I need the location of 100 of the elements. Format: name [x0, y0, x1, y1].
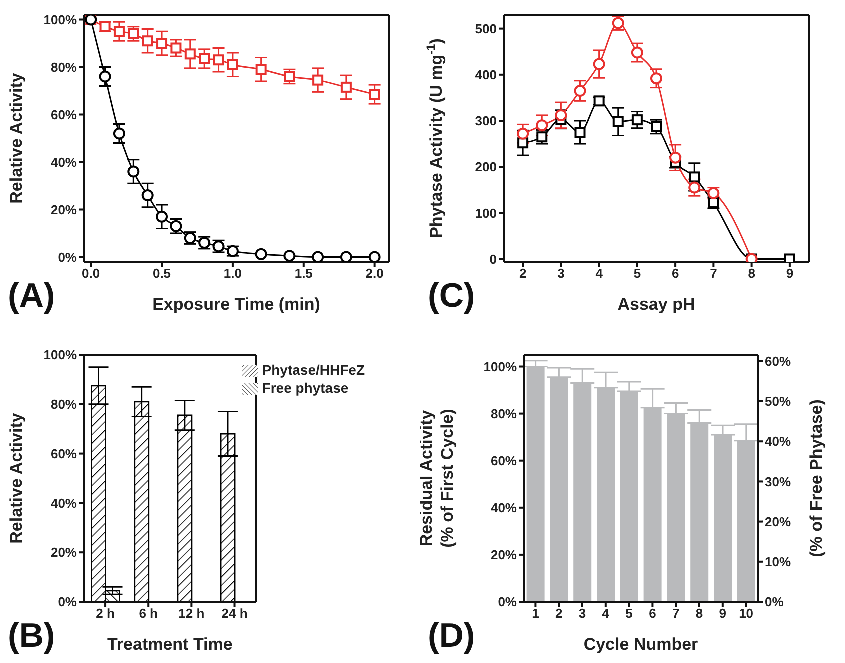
y-tick-label: 20% — [50, 202, 78, 218]
legend-label: Free phytase — [262, 380, 349, 396]
y-tick-label: 0% — [58, 594, 78, 610]
x-axis-title: Treatment Time — [107, 635, 233, 654]
y-axis-title: Residual Activity (% of First Cycle) — [417, 409, 457, 548]
point — [689, 172, 700, 183]
y-tick-label: 80% — [50, 397, 78, 412]
point — [650, 72, 662, 85]
point — [256, 64, 267, 76]
text: (D) — [428, 617, 476, 656]
x-tick-label: 1.5 — [294, 266, 313, 282]
x-tick-label: 9 — [719, 606, 727, 622]
x-tick-label: 6 — [672, 266, 680, 282]
x-tick-label: 0.0 — [82, 266, 100, 282]
point — [632, 114, 643, 126]
point — [574, 85, 586, 98]
y-tick-label: 0% — [498, 594, 518, 610]
point — [114, 26, 125, 38]
point — [156, 210, 168, 223]
x-tick-label: 24 h — [222, 606, 248, 622]
y-tick-label: 300 — [475, 114, 497, 129]
point — [368, 251, 381, 262]
y-tick-label: 100% — [484, 359, 518, 374]
point — [536, 132, 548, 143]
point — [593, 58, 606, 70]
point — [612, 116, 624, 128]
x-axis-title: Assay pH — [618, 295, 696, 314]
y-tick-label: 20% — [490, 548, 518, 563]
x-tick-label: 7 — [672, 606, 680, 622]
x-tick-label: 2.0 — [366, 266, 384, 282]
point — [784, 254, 796, 262]
y2-tick-label: 20% — [765, 514, 792, 530]
y-tick-label: 20% — [50, 545, 78, 560]
point — [99, 70, 112, 83]
x-tick-label: 4 — [602, 606, 610, 622]
y-tick-label: 40% — [490, 500, 518, 516]
point — [199, 53, 210, 64]
point — [284, 250, 296, 262]
point — [631, 46, 644, 59]
x-tick-label: 12 h — [178, 606, 205, 622]
x-tick-label: 1 — [532, 606, 540, 622]
x-tick-label: 9 — [786, 266, 794, 282]
y2-tick-label: 30% — [765, 474, 792, 490]
x-tick-label: 7 — [710, 266, 718, 282]
legend-label: Phytase/HHFeZ — [262, 362, 365, 378]
y-tick-label: 40% — [50, 154, 78, 170]
x-tick-label: 2 — [519, 266, 527, 282]
point — [255, 248, 268, 260]
y-tick-label: 60% — [50, 107, 78, 122]
x-tick-label: 10 — [739, 606, 754, 622]
point — [227, 59, 238, 70]
x-tick-label: 3 — [578, 606, 586, 622]
text: (A) — [8, 277, 56, 316]
x-tick-label: 2 — [555, 606, 563, 622]
y-axis-title: Relative Activity — [7, 412, 26, 544]
point — [688, 182, 701, 194]
x-tick-label: 0.5 — [152, 266, 172, 282]
y2-tick-label: 10% — [765, 554, 792, 570]
y-tick-label: 100% — [44, 348, 78, 363]
x-tick-label: 8 — [748, 266, 756, 282]
y-tick-label: 100% — [44, 12, 78, 28]
y-axis-title: Relative Activity — [7, 72, 26, 204]
point — [142, 36, 154, 47]
text: (B) — [8, 617, 56, 656]
point — [369, 89, 380, 100]
x-tick-label: 2 h — [96, 606, 115, 622]
y-tick-label: 60% — [50, 446, 78, 462]
y2-tick-label: 40% — [765, 434, 792, 450]
y2-tick-label: 50% — [765, 394, 792, 410]
point — [651, 121, 662, 132]
point — [156, 38, 168, 49]
x-tick-label: 6 — [649, 606, 656, 622]
point — [284, 71, 296, 82]
point — [312, 251, 324, 262]
point — [518, 138, 529, 149]
point — [536, 120, 548, 132]
point — [312, 74, 324, 86]
y-tick-label: 500 — [475, 21, 497, 36]
point — [142, 190, 154, 202]
point — [574, 127, 586, 138]
x-tick-label: 3 — [558, 266, 565, 282]
x-tick-label: 5 — [626, 606, 633, 622]
point — [113, 128, 126, 140]
y-tick-label: 60% — [490, 453, 518, 468]
y2-tick-label: 60% — [765, 354, 792, 370]
y-tick-label: 80% — [50, 60, 78, 75]
x-tick-label: 4 — [596, 266, 604, 282]
point — [517, 128, 530, 140]
y2-tick-label: 0% — [765, 594, 784, 610]
y-tick-label: 40% — [50, 496, 78, 511]
point — [213, 54, 224, 66]
point — [128, 166, 140, 178]
point — [128, 28, 140, 40]
y-tick-label: 100 — [475, 206, 497, 221]
y-tick-label: 400 — [475, 68, 497, 83]
point — [555, 109, 568, 122]
point — [170, 42, 182, 54]
point — [340, 82, 352, 93]
y-tick-label: 200 — [475, 160, 497, 175]
point — [184, 48, 196, 60]
